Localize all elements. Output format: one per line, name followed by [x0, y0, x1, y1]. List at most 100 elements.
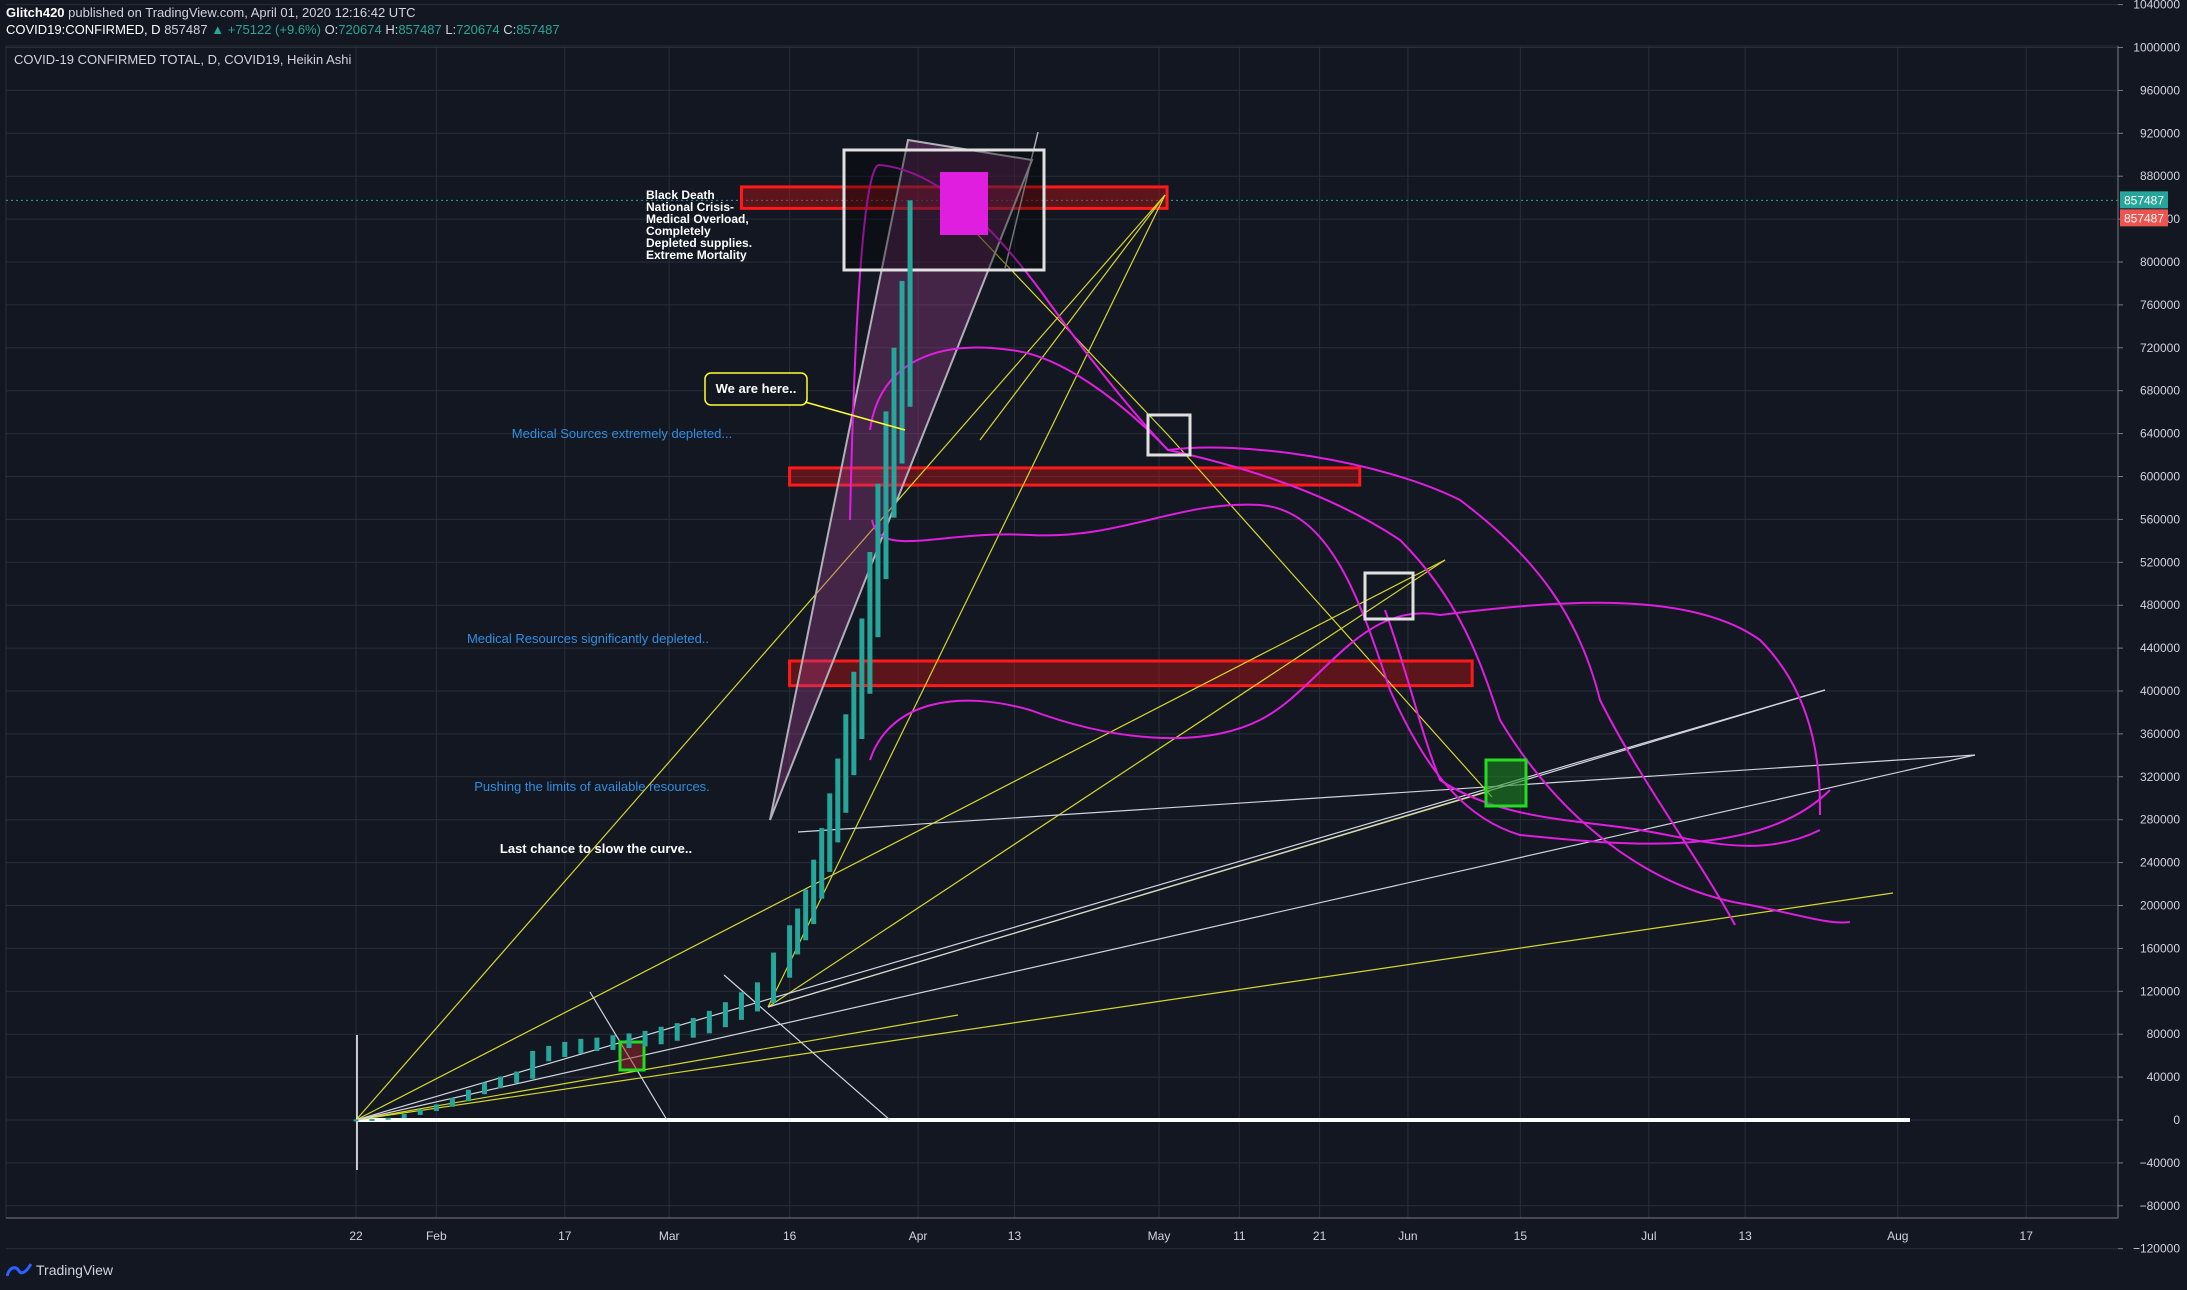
low-label: L:: [445, 22, 457, 37]
note-black-death-line: Medical Overload,: [646, 212, 749, 226]
fan-line: [767, 559, 1446, 1008]
candle: [899, 280, 905, 464]
target-box-may: [1146, 413, 1192, 457]
y-tick-label: −40000: [2140, 1156, 2181, 1170]
y-tick-label: 0: [2173, 1113, 2180, 1127]
trend-line: [767, 689, 1826, 1008]
symbol-name[interactable]: COVID19:CONFIRMED, D: [6, 22, 161, 37]
tradingview-logo[interactable]: TradingView: [6, 1262, 113, 1278]
y-tick-label: 400000: [2140, 684, 2180, 698]
price-tag-red-text: 857487: [2124, 211, 2164, 225]
zone-label: Pushing the limits of available resource…: [474, 779, 710, 794]
high-label: H:: [385, 22, 399, 37]
candle: [851, 671, 857, 776]
candle: [859, 618, 865, 739]
change-value: ▲ +75122 (+9.6%): [211, 22, 321, 37]
scenario-curve: [849, 163, 1169, 521]
wedge-edge: [1004, 131, 1039, 269]
candle: [626, 1033, 632, 1048]
candle: [875, 483, 881, 638]
candle: [891, 347, 897, 518]
x-tick-label: Feb: [426, 1229, 447, 1243]
x-tick-label: Mar: [659, 1229, 680, 1243]
candle: [795, 908, 801, 955]
brand-name: TradingView: [36, 1262, 114, 1278]
scenario-curve: [871, 503, 1831, 845]
x-tick-label: 22: [349, 1229, 363, 1243]
note-black-death-line: Black Death: [646, 188, 715, 202]
y-tick-label: 360000: [2140, 727, 2180, 741]
candle: [907, 200, 913, 407]
y-tick-label: 720000: [2140, 341, 2180, 355]
x-tick-label: 15: [1514, 1229, 1528, 1243]
y-tick-label: 1040000: [2133, 0, 2180, 12]
fan-line: [767, 194, 1166, 1008]
note-black-death-line: Depleted supplies.: [646, 236, 752, 250]
y-tick-label: 240000: [2140, 856, 2180, 870]
y-tick-label: 440000: [2140, 641, 2180, 655]
y-tick-label: 600000: [2140, 470, 2180, 484]
resource-zone: [788, 466, 1362, 487]
open-label: O:: [324, 22, 339, 37]
chart-title: COVID-19 CONFIRMED TOTAL, D, COVID19, He…: [14, 52, 351, 67]
candle: [819, 828, 825, 899]
x-tick-label: 13: [1008, 1229, 1022, 1243]
fan-line: [355, 194, 1166, 1121]
candle: [674, 1023, 680, 1041]
high-value: 857487: [398, 22, 442, 37]
fan-line: [355, 559, 1446, 1121]
downtrend-line: [939, 194, 1493, 798]
x-tick-label: Apr: [909, 1229, 928, 1243]
black-death-marker: [940, 172, 988, 235]
scenario-curve: [1384, 609, 1821, 847]
candle: [417, 1109, 423, 1115]
green-start-box: [618, 1040, 646, 1072]
candle: [803, 889, 809, 941]
candle: [385, 1117, 391, 1120]
zone-label: Medical Sources extremely depleted...: [512, 426, 732, 441]
scenario-curve: [869, 601, 1821, 816]
candle: [738, 992, 744, 1020]
publish-header: Glitch420 published on TradingView.com, …: [0, 0, 2187, 42]
low-value: 720674: [456, 22, 500, 37]
x-tick-label: Aug: [1887, 1229, 1908, 1243]
candle: [658, 1026, 664, 1045]
cross-line: [723, 974, 891, 1121]
y-tick-label: 200000: [2140, 899, 2180, 913]
note-black-death-line: Extreme Mortality: [646, 248, 747, 262]
candle: [610, 1035, 616, 1050]
candle: [771, 952, 777, 1003]
candle: [449, 1097, 455, 1107]
zone-label: Medical Resources significantly depleted…: [467, 631, 709, 646]
candle: [835, 758, 841, 843]
candle: [594, 1037, 600, 1052]
candle: [827, 793, 833, 872]
y-tick-label: 120000: [2140, 984, 2180, 998]
y-tick-label: 800000: [2140, 255, 2180, 269]
y-tick-label: 680000: [2140, 384, 2180, 398]
publish-text: published on TradingView.com, April 01, …: [68, 5, 416, 20]
close-value: 857487: [516, 22, 560, 37]
author-name[interactable]: Glitch420: [6, 5, 65, 20]
y-tick-label: 320000: [2140, 770, 2180, 784]
x-tick-label: 16: [783, 1229, 797, 1243]
y-tick-label: 640000: [2140, 427, 2180, 441]
y-tick-label: 520000: [2140, 555, 2180, 569]
callout-bubble: [704, 372, 808, 406]
callout-text: We are here..: [716, 381, 797, 396]
y-tick-label: 480000: [2140, 598, 2180, 612]
candle: [369, 1118, 375, 1121]
tradingview-icon: [6, 1263, 32, 1277]
y-tick-label: −120000: [2133, 1242, 2180, 1256]
labels: Medical Sources extremely depleted... Med…: [467, 188, 2168, 856]
fan-line: [979, 194, 1166, 441]
candle: [546, 1045, 552, 1062]
x-tick-label: 17: [558, 1229, 572, 1243]
y-tick-label: 560000: [2140, 512, 2180, 526]
candle: [843, 714, 849, 813]
candle: [578, 1038, 584, 1054]
fan-line: [355, 1014, 959, 1121]
x-tick-label: May: [1148, 1229, 1171, 1243]
y-tick-label: 40000: [2147, 1070, 2181, 1084]
